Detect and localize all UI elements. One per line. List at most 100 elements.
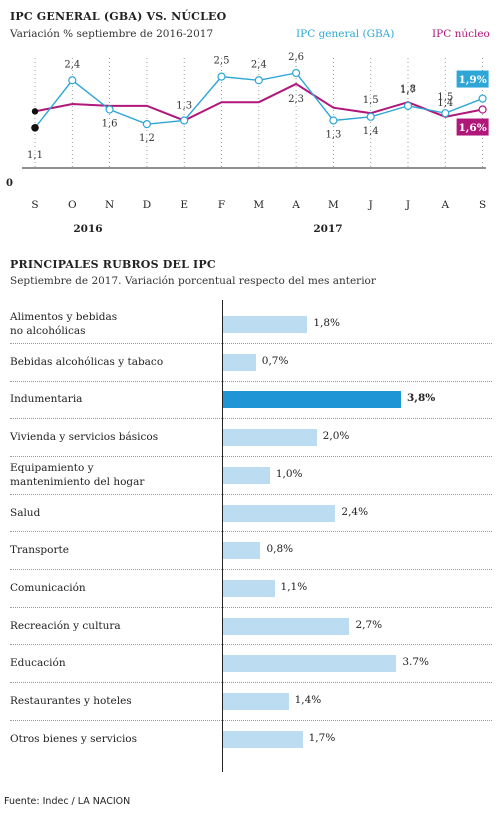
legend-ipc-nucleo: IPC núcleo: [432, 28, 490, 40]
category-label-line: mantenimiento del hogar: [10, 475, 145, 488]
y-zero-label: 0: [6, 178, 13, 189]
row-separator: [10, 418, 492, 420]
data-point-ipc-general: [217, 72, 226, 81]
bar-value-label: 1,4%: [294, 694, 322, 706]
data-label-ipc-general: 2,5: [214, 56, 230, 67]
data-point-ipc-nucleo: [478, 105, 487, 114]
bar-value-label: 1,7%: [308, 731, 336, 744]
bar-chart-subtitle: Septiembre de 2017. Variación porcentual…: [10, 275, 376, 287]
data-label-ipc-nucleo: 2,3: [288, 94, 304, 105]
data-label-ipc-general: 1,4: [363, 126, 379, 137]
data-point-ipc-general: [142, 120, 151, 129]
x-tick-label: M: [253, 199, 264, 211]
data-point-ipc-general: [329, 116, 338, 125]
category-label: Educación: [10, 656, 66, 670]
category-label: Restaurantes y hoteles: [10, 694, 132, 708]
badge-label-ipc-general: 1,9%: [458, 74, 486, 86]
bar-value-label: 2,4%: [341, 505, 369, 518]
data-label-ipc-general: 1,3: [325, 129, 341, 140]
year-label-2016: 2016: [73, 223, 102, 235]
row-separator: [10, 569, 492, 571]
bar-chart-title: PRINCIPALES RUBROS DEL IPC: [10, 258, 216, 271]
category-label-line: Comunicación: [10, 581, 86, 594]
data-point-ipc-general: [68, 76, 77, 85]
bar: [223, 579, 275, 597]
row-separator: [10, 531, 492, 533]
row-separator: [10, 380, 492, 382]
category-label-line: Equipamiento y: [10, 461, 94, 474]
category-label: Vivienda y servicios básicos: [10, 430, 158, 444]
bar-value-label: 2,7%: [355, 618, 383, 631]
data-label-ipc-general: 2,4: [251, 59, 267, 70]
row-separator: [10, 455, 492, 457]
year-label-2017: 2017: [313, 223, 342, 235]
data-point-ipc-general: [441, 109, 450, 118]
line-chart-title: IPC GENERAL (GBA) VS. NÚCLEO: [10, 10, 227, 23]
row-separator: [10, 493, 492, 495]
row-separator: [10, 606, 492, 608]
bar: [223, 730, 303, 748]
bar: [223, 617, 350, 635]
source-note: Fuente: Indec / LA NACION: [4, 796, 131, 807]
x-tick-label: A: [441, 199, 450, 211]
category-label: Indumentaria: [10, 392, 82, 406]
category-label-line: Alimentos y bebidas: [10, 311, 118, 323]
bar: [223, 391, 401, 409]
legend-ipc-general: IPC general (GBA): [296, 28, 395, 40]
badge-ipc-nucleo: [456, 118, 489, 136]
data-label-ipc-general: 1,1: [27, 150, 43, 161]
data-label-ipc-general: 2,6: [288, 52, 304, 63]
x-tick-label: F: [218, 199, 225, 211]
data-label-ipc-general: 2,4: [64, 59, 80, 70]
x-tick-label: J: [368, 199, 373, 211]
bar-value-label: 0,8%: [266, 543, 294, 556]
row-separator: [10, 719, 492, 721]
data-label-ipc-nucleo: 1,4: [437, 98, 453, 109]
category-label-line: Indumentaria: [10, 393, 83, 406]
category-label-line: Restaurantes y hoteles: [10, 695, 132, 707]
x-tick-label: O: [68, 199, 77, 211]
bar-chart: Alimentos y bebidas no alcohólicas 1,8% Beb…: [0, 300, 500, 780]
x-tick-label: J: [405, 199, 410, 211]
data-point-ipc-general: [292, 68, 301, 78]
category-label: Bebidas alcohólicas y tabaco: [10, 355, 163, 369]
bar-value-label: 0,7%: [261, 354, 289, 367]
bar-value-label: 3,8%: [407, 392, 436, 405]
row-separator: [10, 682, 492, 684]
x-tick-label: A: [291, 199, 300, 211]
line-chart: 0 2016 2017 S O N D E F M A M J J A S 1,1 2,4 1,6 1,2 1,…: [6, 52, 489, 235]
x-tick-label: S: [31, 199, 38, 211]
data-point-ipc-general: [31, 123, 39, 132]
x-tick-label: E: [180, 199, 188, 211]
category-label: Salud: [10, 506, 40, 520]
bar: [223, 504, 336, 522]
data-point-ipc-general: [254, 76, 263, 85]
category-label-line: Salud: [10, 506, 41, 519]
x-tick-label: D: [143, 199, 151, 211]
bar-value-label: 1,1%: [280, 580, 308, 593]
data-label-ipc-general: 1,6: [102, 119, 118, 130]
category-label: Equipamiento y mantenimiento del hogar: [10, 461, 144, 489]
bar: [223, 429, 317, 447]
bar: [223, 353, 256, 371]
bar: [223, 655, 397, 673]
category-label: Otros bienes y servicios: [10, 732, 137, 746]
bar: [223, 542, 261, 560]
category-label-line: Educación: [10, 657, 66, 670]
data-point-ipc-general: [180, 116, 189, 125]
data-point-ipc-general: [403, 101, 413, 110]
x-tick-label: N: [105, 199, 114, 211]
data-point-ipc-nucleo: [31, 108, 39, 115]
bar-value-label: 1,8%: [313, 317, 340, 329]
bar-value-label: 3.7%: [402, 656, 429, 669]
category-label-line: no alcohólicas: [10, 325, 86, 337]
badge-label-ipc-nucleo: 1,6%: [458, 122, 486, 134]
row-separator: [10, 644, 492, 646]
badge-ipc-general: [456, 70, 489, 88]
data-point-ipc-general: [366, 112, 375, 121]
bar: [223, 316, 308, 333]
bar-axis-line: [222, 300, 223, 772]
data-label-ipc-general: 1,2: [139, 133, 155, 144]
x-tick-label: S: [479, 199, 486, 211]
data-label-ipc-general: 1,7: [400, 85, 416, 96]
